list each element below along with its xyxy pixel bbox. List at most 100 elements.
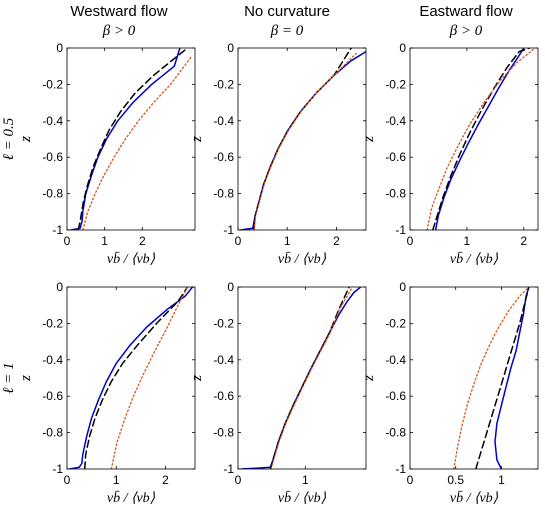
y-tick-label: -0.8 xyxy=(42,426,63,440)
x-tick-label: 0 xyxy=(235,473,242,487)
column-title-eastward: Eastward flow xyxy=(419,3,513,20)
axes-box xyxy=(409,286,539,470)
y-tick-label: 0 xyxy=(227,280,234,294)
x-tick-label: 0 xyxy=(407,234,414,248)
dotted-series-line xyxy=(82,56,192,230)
x-axis-label: vb̄ / ⟨vb⟩ xyxy=(450,490,499,506)
x-tick-label: 1 xyxy=(284,234,291,248)
dashed-series-line xyxy=(432,48,531,230)
dotted-series-line xyxy=(426,48,536,230)
y-tick-label: -0.4 xyxy=(42,353,63,367)
x-tick-label: 1 xyxy=(113,473,120,487)
y-tick-label: -0.4 xyxy=(213,114,234,128)
y-tick-label: -0.2 xyxy=(385,77,406,91)
y-tick-label: -1 xyxy=(395,223,406,237)
axes-box xyxy=(237,286,367,470)
dashed-series-line xyxy=(77,48,189,230)
y-tick-label: -1 xyxy=(52,462,63,476)
x-tick-label: 0 xyxy=(407,473,414,487)
dotted-series-line xyxy=(253,52,357,230)
y-tick-label: -0.4 xyxy=(385,353,406,367)
y-tick-label: -0.2 xyxy=(42,77,63,91)
panel-2-3: 0-0.2-0.4-0.6-0.8-10 0.5 1vb̄ / ⟨vb⟩z xyxy=(361,280,539,506)
y-axis-label: z xyxy=(361,136,377,143)
x-tick-label: 1 xyxy=(498,473,505,487)
column-subtitle-eastward: β > 0 xyxy=(449,23,483,39)
x-axis-label: vb̄ / ⟨vb⟩ xyxy=(107,251,156,267)
x-tick-label: 0 xyxy=(64,234,71,248)
solid-series-line xyxy=(434,48,525,230)
y-axis-label: z xyxy=(189,136,205,143)
x-tick-label: 1 xyxy=(464,234,471,248)
solid-series-line xyxy=(68,287,194,469)
y-axis-label: z xyxy=(18,136,34,143)
dotted-series-line xyxy=(110,287,189,469)
x-tick-label: 2 xyxy=(139,234,146,248)
panel-1-1: 0-0.2-0.4-0.6-0.8-10 1 2vb̄ / ⟨vb⟩z xyxy=(18,41,196,267)
y-tick-label: -0.6 xyxy=(385,389,406,403)
axes-box xyxy=(237,47,367,231)
column-title-westward: Westward flow xyxy=(70,3,167,20)
solid-series-line xyxy=(240,287,362,469)
y-tick-label: -0.4 xyxy=(213,353,234,367)
axes-box xyxy=(66,47,196,231)
dashed-series-line xyxy=(475,287,530,469)
y-tick-label: -0.2 xyxy=(385,316,406,330)
y-tick-label: -0.8 xyxy=(385,187,406,201)
y-tick-label: -0.6 xyxy=(213,389,234,403)
x-tick-label: 1 xyxy=(302,473,309,487)
column-title-no-curvature: No curvature xyxy=(244,3,330,20)
x-tick-label: 0 xyxy=(235,234,242,248)
column-subtitle-no-curvature: β = 0 xyxy=(270,23,304,39)
y-tick-label: -0.8 xyxy=(213,187,234,201)
panel-2-1: 0-0.2-0.4-0.6-0.8-10 1 2vb̄ / ⟨vb⟩z xyxy=(18,280,196,506)
y-tick-label: 0 xyxy=(399,280,406,294)
row-label-l-1: ℓ = 1 xyxy=(1,362,17,393)
panel-1-2: 0-0.2-0.4-0.6-0.8-10 1 2vb̄ / ⟨vb⟩z xyxy=(189,41,367,267)
y-tick-label: -0.2 xyxy=(42,316,63,330)
dotted-series-line xyxy=(453,287,530,469)
solid-series-line xyxy=(494,287,530,469)
panels-group: 0-0.2-0.4-0.6-0.8-10 1 2vb̄ / ⟨vb⟩z0-0.2-0… xyxy=(18,41,539,506)
y-tick-label: -1 xyxy=(223,462,234,476)
axes-box xyxy=(409,47,539,231)
x-axis-label: vb̄ / ⟨vb⟩ xyxy=(278,251,327,267)
y-tick-label: -0.8 xyxy=(385,426,406,440)
x-tick-label: 2 xyxy=(162,473,169,487)
x-tick-label: 1 xyxy=(101,234,108,248)
x-axis-label: vb̄ / ⟨vb⟩ xyxy=(278,490,327,506)
dashed-series-line xyxy=(83,287,189,469)
y-tick-label: -0.6 xyxy=(42,389,63,403)
x-tick-label: 2 xyxy=(333,234,340,248)
y-tick-label: 0 xyxy=(56,41,63,55)
axes-box xyxy=(66,286,196,470)
x-axis-label: vb̄ / ⟨vb⟩ xyxy=(107,490,156,506)
x-tick-label: 0.5 xyxy=(447,473,464,487)
y-tick-label: -0.2 xyxy=(213,316,234,330)
dotted-series-line xyxy=(270,287,354,469)
x-tick-label: 2 xyxy=(520,234,527,248)
y-tick-label: -1 xyxy=(223,223,234,237)
row-label-l-0-5: ℓ = 0.5 xyxy=(1,117,17,160)
y-tick-label: -1 xyxy=(395,462,406,476)
x-tick-label: 0 xyxy=(64,473,71,487)
y-tick-label: 0 xyxy=(399,41,406,55)
solid-series-line xyxy=(70,48,181,230)
y-tick-label: -0.6 xyxy=(385,150,406,164)
y-tick-label: -0.8 xyxy=(213,426,234,440)
y-tick-label: 0 xyxy=(227,41,234,55)
y-tick-label: -0.2 xyxy=(213,77,234,91)
y-tick-label: -0.6 xyxy=(213,150,234,164)
y-axis-label: z xyxy=(18,375,34,382)
y-tick-label: -0.4 xyxy=(385,114,406,128)
y-tick-label: 0 xyxy=(56,280,63,294)
y-tick-label: -0.4 xyxy=(42,114,63,128)
panel-2-2: 0-0.2-0.4-0.6-0.8-10 1vb̄ / ⟨vb⟩z xyxy=(189,280,367,506)
y-tick-label: -0.6 xyxy=(42,150,63,164)
panel-1-3: 0-0.2-0.4-0.6-0.8-10 1 2vb̄ / ⟨vb⟩z xyxy=(361,41,539,267)
x-axis-label: vb̄ / ⟨vb⟩ xyxy=(450,251,499,267)
y-axis-label: z xyxy=(361,375,377,382)
dashed-series-line xyxy=(253,48,352,230)
y-tick-label: -1 xyxy=(52,223,63,237)
